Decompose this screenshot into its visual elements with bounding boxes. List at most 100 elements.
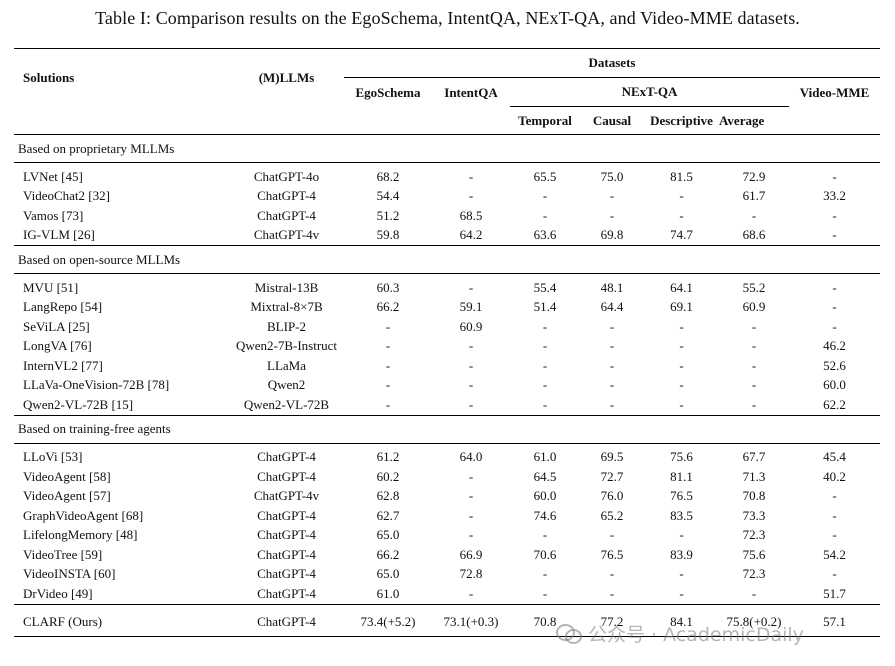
- row-value-temporal: -: [542, 207, 548, 223]
- row-value-ego: 65.0: [376, 527, 400, 543]
- row-value-temporal: -: [542, 377, 548, 393]
- header-temporal: Temporal: [518, 112, 572, 128]
- row-value-desc: -: [679, 585, 684, 601]
- header-descriptive: Descriptive: [650, 112, 713, 128]
- table-row: LVNet [45] ChatGPT-4o 68.2 - 65.5 75.0 81.5 72.…: [14, 162, 880, 187]
- row-value-avg: -: [751, 585, 757, 601]
- row-value-intent: 60.9: [459, 318, 483, 334]
- row-value-temporal: 60.0: [533, 488, 557, 504]
- row-value-avg: 75.6: [742, 546, 766, 562]
- row-value-ego: -: [385, 357, 391, 373]
- row-value-vmme: 33.2: [823, 188, 846, 204]
- row-value-causal: 69.5: [600, 449, 624, 465]
- row-value-vmme: 52.6: [823, 357, 846, 373]
- row-llm: ChatGPT-4: [257, 507, 316, 523]
- row-value-intent: -: [468, 527, 474, 543]
- row-solution-name: LongVA [76]: [23, 338, 92, 354]
- row-value-temporal: -: [542, 188, 548, 204]
- row-value-ego: 62.7: [376, 507, 400, 523]
- row-value-vmme: -: [832, 488, 837, 504]
- table-row: IG-VLM [26] ChatGPT-4v 59.8 64.2 63.6 69.8 74.…: [14, 226, 880, 246]
- row-value-temporal: -: [542, 566, 548, 582]
- row-solution-name: LVNet [45]: [23, 168, 83, 184]
- header-blank-2: [229, 107, 344, 135]
- row-value-intent: 64.0: [459, 449, 483, 465]
- row-value-ego: 73.4(+5.2): [360, 614, 416, 629]
- row-solution-name: VideoINSTA [60]: [23, 566, 116, 582]
- table-row: VideoTree [59] ChatGPT-4 66.2 66.9 70.6 76.5 8…: [14, 545, 880, 565]
- row-llm: ChatGPT-4o: [253, 168, 320, 184]
- row-value-desc: -: [679, 207, 684, 223]
- row-value-temporal: 55.4: [533, 279, 557, 295]
- row-value-temporal: 74.6: [533, 507, 557, 523]
- row-value-intent: -: [468, 188, 474, 204]
- row-llm: ChatGPT-4: [257, 527, 316, 543]
- table-row: VideoChat2 [32] ChatGPT-4 54.4 - - - - 61.7 33.2: [14, 187, 880, 207]
- row-value-intent: -: [468, 488, 474, 504]
- row-value-desc: -: [679, 318, 684, 334]
- row-value-avg: 70.8: [742, 488, 766, 504]
- row-value-avg: 67.7: [742, 449, 766, 465]
- table-row: CLARF (Ours) ChatGPT-4 73.4(+5.2) 73.1(+0.3…: [14, 604, 880, 636]
- row-value-causal: 48.1: [600, 279, 624, 295]
- row-value-vmme: -: [832, 227, 837, 243]
- row-value-temporal: 64.5: [533, 468, 557, 484]
- section-header-row: Based on training-free agents: [14, 415, 880, 443]
- row-value-intent: -: [468, 468, 474, 484]
- row-value-causal: -: [609, 318, 615, 334]
- table-row: SeViLA [25] BLIP-2 - 60.9 - - - - -: [14, 317, 880, 337]
- header-solutions: Solutions: [23, 69, 75, 85]
- row-llm: ChatGPT-4v: [253, 488, 320, 504]
- row-value-avg: 71.3: [742, 468, 766, 484]
- row-value-vmme: 46.2: [823, 338, 846, 354]
- row-value-ego: 54.4: [376, 188, 400, 204]
- table-row: LLaVa-OneVision-72B [78] Qwen2 - - - - - - 60.0: [14, 376, 880, 396]
- row-value-temporal: 61.0: [533, 449, 557, 465]
- row-value-vmme: -: [832, 527, 837, 543]
- row-solution-name: VideoTree [59]: [23, 546, 103, 562]
- row-value-vmme: -: [832, 168, 837, 184]
- row-value-desc: 83.9: [670, 546, 693, 562]
- row-value-desc: 69.1: [670, 299, 693, 315]
- row-llm: ChatGPT-4: [257, 207, 316, 223]
- row-value-intent: 72.8: [459, 566, 483, 582]
- row-value-avg: 73.3: [742, 507, 766, 523]
- row-value-causal: -: [609, 357, 615, 373]
- table-caption: Table I: Comparison results on the EgoSc…: [95, 8, 800, 28]
- header-llms: (M)LLMs: [258, 69, 315, 85]
- row-value-intent: 73.1(+0.3): [443, 614, 499, 629]
- row-value-causal: 75.0: [600, 168, 624, 184]
- row-value-temporal: 70.8: [533, 614, 557, 629]
- table-row: VideoINSTA [60] ChatGPT-4 65.0 72.8 - - - 72.3 -: [14, 565, 880, 585]
- row-solution-name: DrVideo [49]: [23, 585, 93, 601]
- row-value-ego: -: [385, 377, 391, 393]
- table-row: LangRepo [54] Mixtral-8×7B 66.2 59.1 51.4 64.…: [14, 298, 880, 318]
- row-value-desc: 81.5: [670, 168, 693, 184]
- row-llm: ChatGPT-4: [257, 546, 316, 562]
- row-llm: ChatGPT-4v: [253, 227, 320, 243]
- row-value-vmme: -: [832, 279, 837, 295]
- row-solution-name: VideoAgent [58]: [23, 468, 111, 484]
- row-value-avg: 55.2: [742, 279, 766, 295]
- table-row: Qwen2-VL-72B [15] Qwen2-VL-72B - - - - - - 62.2: [14, 395, 880, 415]
- table-row: VideoAgent [58] ChatGPT-4 60.2 - 64.5 72.7 81.…: [14, 467, 880, 487]
- row-value-intent: 59.1: [459, 299, 483, 315]
- row-value-desc: -: [679, 338, 684, 354]
- row-value-ego: 66.2: [376, 546, 400, 562]
- table-header: Solutions (M)LLMs Datasets EgoSchema Int…: [14, 48, 880, 135]
- row-value-causal: -: [609, 338, 615, 354]
- row-value-avg: -: [751, 357, 757, 373]
- row-value-causal: -: [609, 585, 615, 601]
- row-value-intent: -: [468, 585, 474, 601]
- row-value-avg: 72.3: [742, 566, 766, 582]
- row-solution-name: LLaVa-OneVision-72B [78]: [23, 377, 170, 393]
- table-row: InternVL2 [77] LLaMa - - - - - - 52.6: [14, 356, 880, 376]
- table-row: MVU [51] Mistral-13B 60.3 - 55.4 48.1 64.1 55.2…: [14, 273, 880, 298]
- row-value-ego: -: [385, 396, 391, 412]
- row-value-ego: -: [385, 318, 391, 334]
- row-value-desc: 81.1: [670, 468, 693, 484]
- row-value-avg: 68.6: [742, 227, 766, 243]
- row-llm: LLaMa: [267, 357, 306, 373]
- section-title: Based on proprietary MLLMs: [18, 140, 175, 156]
- row-value-causal: -: [609, 527, 615, 543]
